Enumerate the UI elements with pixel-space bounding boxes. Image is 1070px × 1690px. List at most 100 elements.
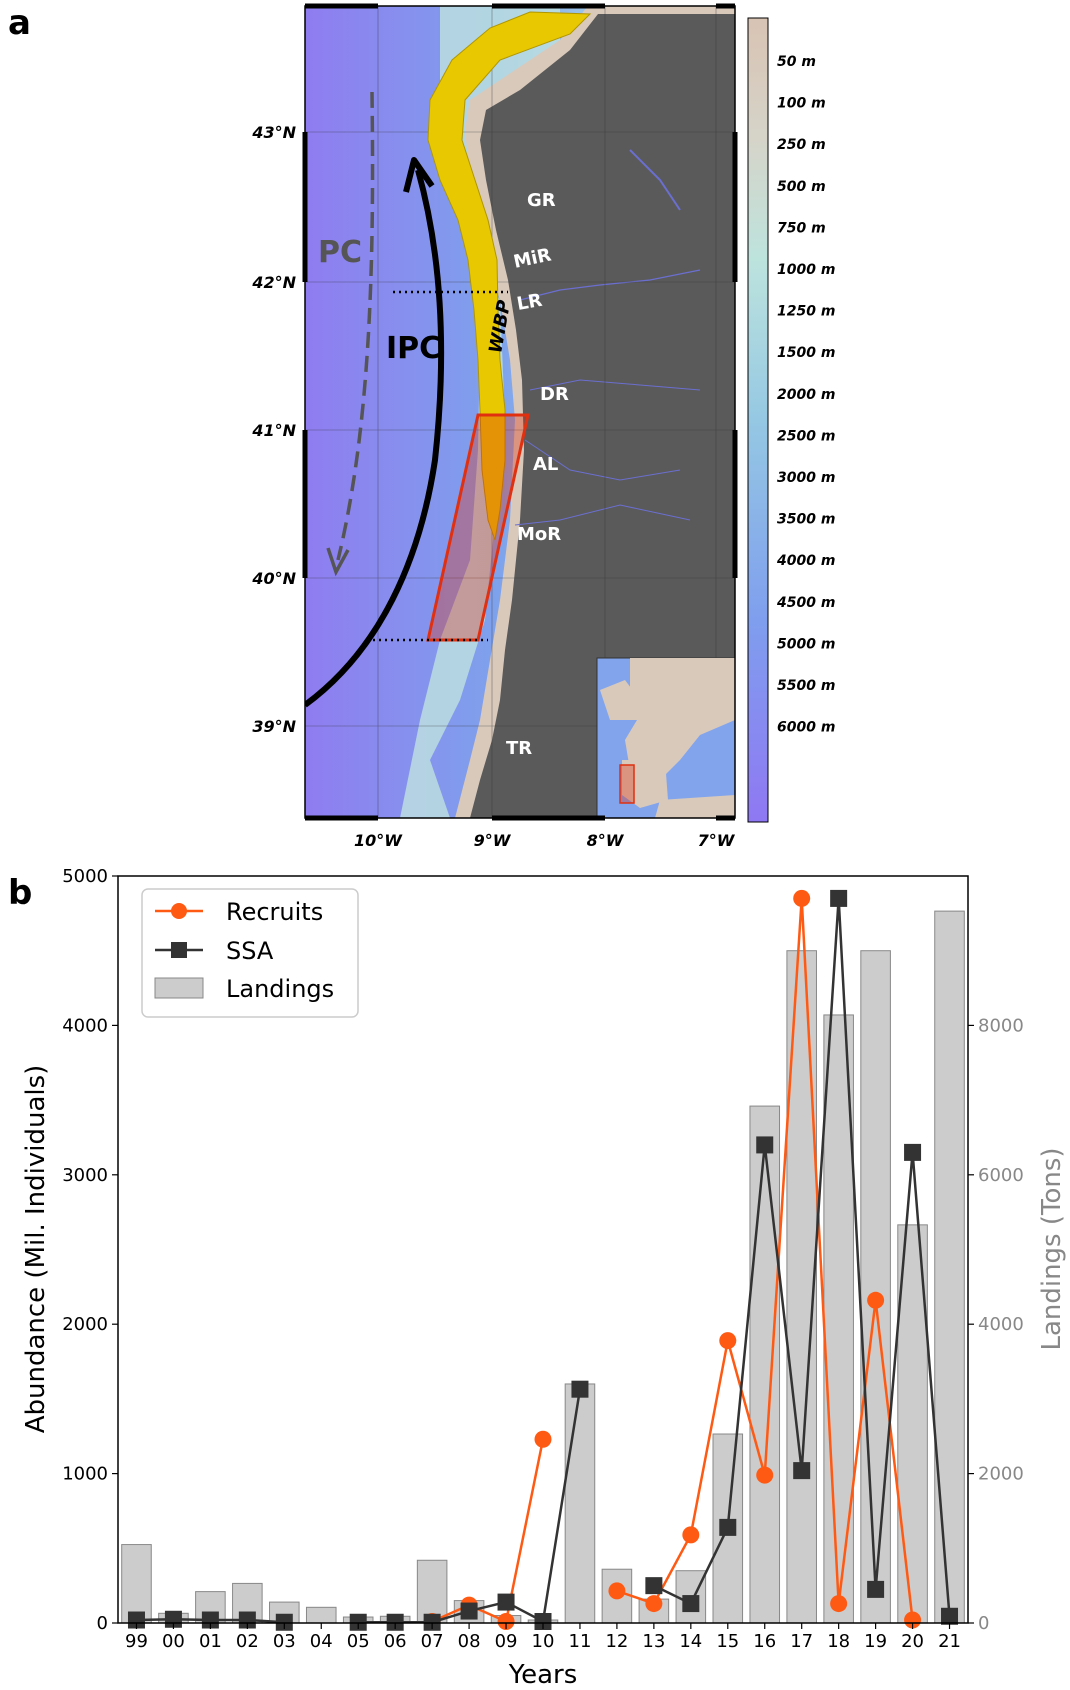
depth-label: 3500 m (777, 512, 835, 528)
legend: Recruits SSA Landings (141, 888, 359, 1018)
depth-label: 250 m (777, 137, 826, 153)
depth-label: 500 m (777, 179, 826, 195)
landings-bar (860, 950, 891, 1624)
x-tick-label: 02 (236, 1631, 259, 1652)
depth-label: 4000 m (776, 553, 835, 569)
place-lr: LR (515, 290, 544, 315)
depth-label: 750 m (777, 220, 826, 236)
x-tick-label: 19 (864, 1631, 887, 1652)
legend-ssa-marker (171, 942, 187, 958)
y-right-tick-label: 0 (978, 1613, 989, 1634)
chart: 0100020003000400050000200040006000800099… (21, 866, 1067, 1690)
landings-bar (121, 1544, 152, 1624)
land (470, 14, 735, 818)
depth-label: 1000 m (777, 262, 835, 278)
depth-label: 3000 m (777, 470, 835, 486)
x-tick-label: 18 (827, 1631, 850, 1652)
ssa-point (830, 889, 848, 907)
depth-label: 100 m (777, 96, 826, 112)
x-tick-label: 00 (162, 1631, 185, 1652)
x-tick-label: 05 (347, 1631, 370, 1652)
depth-colorbar: 50 m 100 m 250 m 500 m 750 m 1000 m 1250 m 1500… (747, 17, 835, 823)
ssa-point (645, 1577, 663, 1595)
recruits-point (867, 1291, 885, 1309)
legend-landings: Landings (226, 975, 334, 1003)
legend-ssa: SSA (226, 937, 274, 965)
ssa-point (201, 1611, 219, 1629)
ssa-point (941, 1607, 959, 1625)
x-tick-label: 07 (421, 1631, 444, 1652)
depth-label: 1500 m (777, 345, 835, 361)
recruits-point (793, 889, 811, 907)
y-axis-label: Abundance (Mil. Individuals) (21, 1065, 51, 1434)
y-axis-right-label: Landings (Tons) (1037, 1147, 1067, 1350)
lon-labels: 10°W 9°W 8°W 7°W (354, 831, 736, 850)
wibp-plume (427, 11, 592, 541)
x-tick-label: 11 (569, 1631, 592, 1652)
ssa-point (460, 1602, 478, 1620)
inset-study-box (619, 764, 635, 804)
y-tick-label: 5000 (62, 866, 108, 887)
lon-label: 8°W (587, 831, 625, 850)
y-right-tick-label: 4000 (978, 1314, 1024, 1335)
y-right-tick-label: 6000 (978, 1165, 1024, 1186)
recruits-point (534, 1430, 552, 1448)
depth-label: 5000 m (777, 636, 835, 652)
lat-label: 41°N (251, 421, 296, 440)
place-gr: GR (527, 190, 556, 211)
x-tick-label: 20 (901, 1631, 924, 1652)
depth-label: 4500 m (776, 595, 835, 611)
legend-landings-swatch (154, 977, 204, 999)
depth-label: 1250 m (777, 304, 835, 320)
lon-label: 7°W (698, 831, 736, 850)
y-tick-label: 0 (97, 1613, 108, 1634)
depth-label: 50 m (777, 54, 816, 70)
x-tick-label: 13 (642, 1631, 665, 1652)
ssa-point (534, 1613, 552, 1631)
x-tick-label: 10 (532, 1631, 555, 1652)
x-tick-label: 09 (495, 1631, 518, 1652)
y-tick-label: 2000 (62, 1314, 108, 1335)
landings-bar (564, 1383, 596, 1624)
x-tick-label: 03 (273, 1631, 296, 1652)
ssa-point (571, 1380, 589, 1398)
ssa-point (867, 1580, 885, 1598)
x-axis-label: Years (508, 1660, 578, 1690)
landings-bar (749, 1105, 781, 1624)
landings-bar (305, 1606, 337, 1624)
recruits-point (756, 1466, 774, 1484)
recruits-point (645, 1595, 663, 1613)
recruits-point (608, 1582, 626, 1600)
study-area-box (426, 413, 530, 642)
x-tick-label: 14 (679, 1631, 702, 1652)
y-right-tick-label: 2000 (978, 1464, 1024, 1485)
ssa-point (756, 1136, 774, 1154)
recruits-line (431, 1438, 545, 1624)
recruits-point (497, 1613, 515, 1631)
x-tick-label: 08 (458, 1631, 481, 1652)
ssa-point (497, 1593, 515, 1611)
ssa-point (719, 1518, 737, 1536)
pc-arrow (336, 91, 375, 561)
recruits-point (719, 1332, 737, 1350)
x-tick-label: 01 (199, 1631, 222, 1652)
place-labels: GR MiR LR DR AL MoR TR (506, 190, 569, 759)
ssa-point (793, 1462, 811, 1480)
x-tick-label: 17 (790, 1631, 813, 1652)
ssa-line (358, 1388, 582, 1624)
x-tick-label: 21 (938, 1631, 961, 1652)
panel-a-letter: a (8, 3, 31, 43)
place-dr: DR (540, 384, 569, 405)
recruits-point (682, 1526, 700, 1544)
y-tick-label: 1000 (62, 1464, 108, 1485)
x-tick-label: 15 (716, 1631, 739, 1652)
place-al: AL (533, 454, 558, 475)
depth-label: 5500 m (777, 678, 835, 694)
recruits-point (830, 1595, 848, 1613)
ssa-point (127, 1611, 145, 1629)
place-tr: TR (506, 738, 532, 759)
ipc-arrow (305, 169, 445, 708)
lon-label: 9°W (474, 831, 512, 850)
x-tick-label: 06 (384, 1631, 407, 1652)
